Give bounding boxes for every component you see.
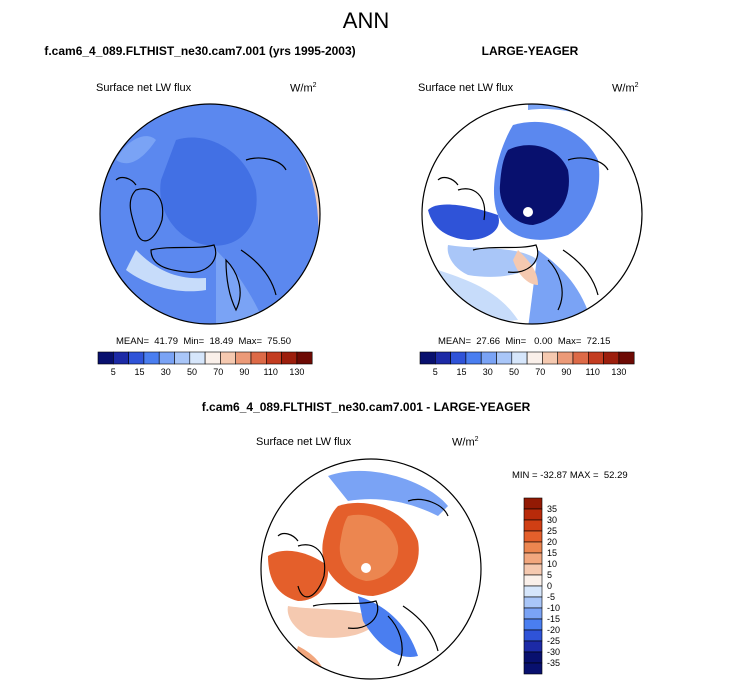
colorbar-tick-label: 30 bbox=[547, 515, 557, 525]
colorbar-tick-label: 90 bbox=[239, 367, 249, 377]
colorbar-tick-label: 15 bbox=[457, 367, 467, 377]
pole-marker bbox=[361, 563, 371, 573]
panel-diff-variable: Surface net LW flux bbox=[256, 436, 352, 448]
colorbar-tick-label: 70 bbox=[535, 367, 545, 377]
colorbar-swatch bbox=[450, 351, 467, 365]
panel-obs-colorbar: 5 15 30 50 70 90 110 130 bbox=[419, 351, 635, 377]
colorbar-swatch bbox=[220, 351, 236, 365]
colorbar-swatch bbox=[572, 351, 589, 365]
colorbar-tick-label: 15 bbox=[135, 367, 145, 377]
colorbar-swatch bbox=[523, 497, 543, 510]
colorbar-swatch bbox=[557, 351, 574, 365]
colorbar-tick-label: -15 bbox=[547, 614, 560, 624]
colorbar-swatch bbox=[266, 351, 282, 365]
colorbar-swatch bbox=[523, 651, 543, 664]
colorbar-swatch bbox=[523, 640, 543, 653]
colorbar-swatch bbox=[523, 585, 543, 598]
colorbar-swatch bbox=[542, 351, 558, 365]
colorbar-tick-label: 110 bbox=[585, 367, 599, 377]
colorbar-tick-label: 25 bbox=[547, 526, 557, 536]
colorbar-swatch bbox=[281, 351, 298, 365]
colorbar-swatch bbox=[174, 351, 191, 365]
panel-test-units: W/m2 bbox=[290, 82, 317, 95]
colorbar-tick-label: 15 bbox=[547, 548, 557, 558]
pole-marker bbox=[523, 207, 533, 217]
colorbar-tick-label: 30 bbox=[483, 367, 493, 377]
colorbar-tick-label: -35 bbox=[547, 658, 560, 668]
panel-test-polar-map bbox=[99, 103, 321, 325]
colorbar-swatch bbox=[523, 563, 543, 576]
colorbar-swatch bbox=[189, 351, 206, 365]
colorbar-swatch bbox=[523, 662, 543, 675]
colorbar-tick-label: -30 bbox=[547, 647, 560, 657]
colorbar-swatch bbox=[523, 508, 543, 521]
panel-diff-polar-map bbox=[260, 458, 482, 680]
colorbar-tick-label: 130 bbox=[289, 367, 304, 377]
colorbar-tick-label: 110 bbox=[263, 367, 277, 377]
panel-obs-variable: Surface net LW flux bbox=[418, 82, 514, 94]
colorbar-swatch bbox=[523, 607, 543, 620]
colorbar-swatch bbox=[618, 351, 635, 365]
colorbar-swatch bbox=[523, 552, 543, 565]
panel-test-header: f.cam6_4_089.FLTHIST_ne30.cam7.001 (yrs … bbox=[44, 44, 356, 58]
panel-obs-polar-map bbox=[421, 103, 643, 325]
colorbar-swatch bbox=[523, 519, 543, 532]
colorbar-swatch bbox=[523, 530, 543, 543]
colorbar-swatch bbox=[112, 351, 129, 365]
panel-diff-stats: MIN = -32.87 MAX = 52.29 bbox=[512, 470, 628, 481]
colorbar-swatch bbox=[158, 351, 175, 365]
colorbar-tick-label: 5 bbox=[433, 367, 438, 377]
colorbar-tick-label: -5 bbox=[547, 592, 555, 602]
colorbar-swatch bbox=[588, 351, 604, 365]
colorbar-swatch bbox=[250, 351, 267, 365]
colorbar-tick-label: 35 bbox=[547, 504, 557, 514]
colorbar-tick-label: 50 bbox=[187, 367, 197, 377]
colorbar-tick-label: -25 bbox=[547, 636, 560, 646]
colorbar-swatch bbox=[523, 574, 543, 587]
colorbar-tick-label: 5 bbox=[111, 367, 116, 377]
panel-diff-units: W/m2 bbox=[452, 436, 479, 449]
colorbar-swatch bbox=[523, 618, 543, 631]
colorbar-swatch bbox=[296, 351, 313, 365]
colorbar-swatch bbox=[526, 351, 543, 365]
colorbar-tick-label: -20 bbox=[547, 625, 560, 635]
panel-obs-header: LARGE-YEAGER bbox=[481, 44, 579, 58]
colorbar-tick-label: 0 bbox=[547, 581, 552, 591]
colorbar-tick-label: 20 bbox=[547, 537, 557, 547]
figure-title: ANN bbox=[342, 8, 390, 33]
colorbar-tick-label: 130 bbox=[611, 367, 626, 377]
colorbar-tick-label: -10 bbox=[547, 603, 560, 613]
colorbar-tick-label: 50 bbox=[509, 367, 519, 377]
colorbar-swatch bbox=[465, 351, 482, 365]
panel-diff-header: f.cam6_4_089.FLTHIST_ne30.cam7.001 - LAR… bbox=[201, 400, 531, 414]
colorbar-swatch bbox=[204, 351, 221, 365]
colorbar-swatch bbox=[523, 596, 543, 609]
colorbar-swatch bbox=[434, 351, 451, 365]
colorbar-swatch bbox=[496, 351, 513, 365]
colorbar-swatch bbox=[143, 351, 160, 365]
panel-test-colorbar: 5 15 30 50 70 90 110 130 bbox=[97, 351, 313, 377]
colorbar-swatch bbox=[511, 351, 528, 365]
colorbar-swatch bbox=[523, 629, 543, 642]
colorbar-swatch bbox=[603, 351, 620, 365]
colorbar-swatch bbox=[419, 351, 436, 365]
panel-obs-stats: MEAN= 27.66 Min= 0.00 Max= 72.15 bbox=[438, 336, 611, 347]
panel-test-stats: MEAN= 41.79 Min= 18.49 Max= 75.50 bbox=[116, 336, 292, 347]
colorbar-swatch bbox=[523, 541, 543, 554]
panel-obs-units: W/m2 bbox=[612, 82, 639, 95]
colorbar-swatch bbox=[97, 351, 114, 365]
colorbar-tick-label: 70 bbox=[213, 367, 223, 377]
colorbar-tick-label: 90 bbox=[561, 367, 571, 377]
colorbar-swatch bbox=[480, 351, 497, 365]
colorbar-tick-label: 30 bbox=[161, 367, 171, 377]
colorbar-tick-label: 5 bbox=[547, 570, 552, 580]
colorbar-tick-label: 10 bbox=[547, 559, 557, 569]
panel-test-variable: Surface net LW flux bbox=[96, 82, 192, 94]
colorbar-swatch bbox=[235, 351, 252, 365]
colorbar-swatch bbox=[128, 351, 145, 365]
